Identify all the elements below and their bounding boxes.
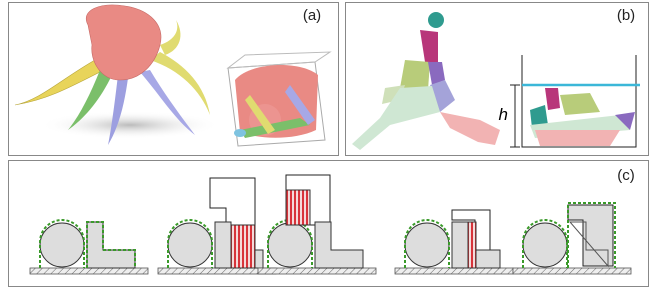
path-shape	[160, 20, 180, 55]
path-shape	[15, 60, 100, 105]
panel-label: (c)	[617, 167, 635, 184]
packed-box	[228, 52, 330, 146]
polygon-shape	[87, 222, 135, 268]
scene	[513, 203, 631, 274]
ellipse-shape	[40, 111, 220, 139]
polygon-shape	[535, 130, 620, 146]
polygon-shape	[440, 112, 500, 145]
page: (a) (b) (c)	[0, 0, 654, 289]
panel-label: (a)	[303, 7, 321, 24]
height-label: h	[499, 105, 508, 124]
rect-shape	[286, 190, 310, 225]
polygon-shape	[315, 222, 363, 268]
rect-shape	[468, 222, 476, 268]
circle-shape	[428, 12, 444, 28]
octopus	[15, 5, 220, 145]
scene	[258, 175, 376, 274]
ellipse-shape	[234, 129, 246, 137]
polygon-shape	[352, 86, 440, 150]
panel-label: (b)	[617, 7, 635, 24]
rect-shape	[231, 225, 255, 268]
path-shape	[150, 52, 210, 115]
scene	[30, 220, 148, 274]
polygon-shape	[568, 205, 613, 266]
figure: (a) (b) (c)	[0, 0, 654, 289]
polygon-shape	[560, 93, 600, 115]
container	[510, 55, 640, 147]
polygon-shape	[420, 30, 438, 65]
polygon-shape	[545, 88, 560, 110]
jumper	[352, 12, 500, 150]
scene	[158, 178, 276, 274]
polygon-shape	[210, 178, 255, 225]
scene	[395, 210, 513, 274]
